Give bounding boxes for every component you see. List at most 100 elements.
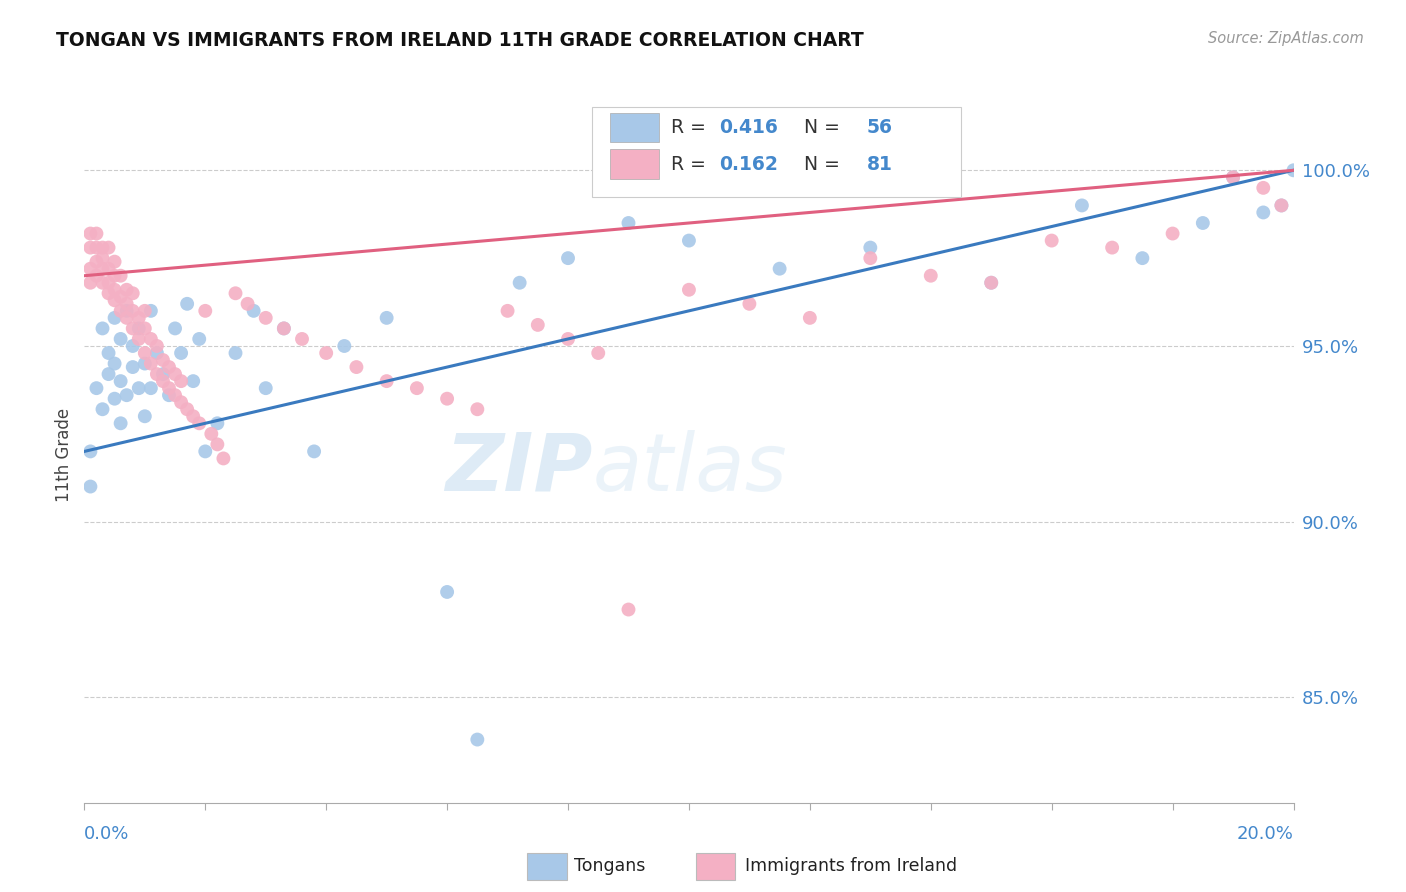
Point	[165, 388, 187, 402]
Point	[799, 310, 821, 325]
Point	[302, 444, 325, 458]
Point	[91, 321, 114, 335]
Point	[115, 310, 138, 325]
Point	[121, 360, 143, 375]
Point	[1161, 227, 1184, 241]
Point	[157, 360, 180, 375]
Point	[769, 261, 792, 276]
Point	[104, 392, 127, 406]
Point	[91, 402, 114, 417]
Point	[97, 241, 120, 255]
Point	[200, 426, 222, 441]
Text: Source: ZipAtlas.com: Source: ZipAtlas.com	[1208, 31, 1364, 46]
Point	[165, 321, 187, 335]
Point	[152, 367, 174, 381]
Point	[1130, 251, 1153, 265]
Point	[139, 357, 162, 371]
Point	[225, 286, 247, 301]
Point	[139, 381, 162, 395]
Text: 0.0%: 0.0%	[84, 825, 129, 843]
Point	[375, 310, 398, 325]
Point	[176, 297, 198, 311]
Point	[436, 585, 458, 599]
Point	[134, 409, 156, 424]
Point	[194, 303, 217, 318]
Point	[110, 303, 132, 318]
Point	[139, 332, 162, 346]
Text: R =: R =	[671, 118, 711, 136]
Point	[738, 297, 761, 311]
Point	[315, 346, 337, 360]
Point	[146, 339, 169, 353]
Point	[1192, 216, 1215, 230]
Point	[557, 251, 579, 265]
Point	[104, 283, 127, 297]
Point	[104, 293, 127, 308]
Point	[207, 437, 229, 451]
Text: Immigrants from Ireland: Immigrants from Ireland	[745, 857, 957, 875]
Point	[79, 227, 101, 241]
Point	[146, 346, 169, 360]
Point	[121, 286, 143, 301]
Point	[920, 268, 942, 283]
Text: 81: 81	[866, 154, 893, 174]
Point	[194, 444, 217, 458]
Point	[225, 346, 247, 360]
Point	[128, 332, 150, 346]
Point	[436, 392, 458, 406]
Y-axis label: 11th Grade: 11th Grade	[55, 408, 73, 502]
Point	[91, 276, 114, 290]
Point	[467, 402, 489, 417]
Point	[91, 241, 114, 255]
Text: N =: N =	[792, 154, 845, 174]
Text: 0.162: 0.162	[720, 154, 778, 174]
Point	[79, 241, 101, 255]
Point	[110, 268, 132, 283]
Point	[104, 268, 127, 283]
Point	[115, 297, 138, 311]
Point	[104, 357, 127, 371]
Point	[1270, 198, 1292, 212]
Point	[157, 381, 180, 395]
FancyBboxPatch shape	[610, 112, 659, 142]
Point	[115, 388, 138, 402]
Point	[121, 303, 143, 318]
Point	[617, 602, 640, 616]
Point	[97, 367, 120, 381]
Point	[467, 732, 489, 747]
Point	[406, 381, 429, 395]
Point	[97, 346, 120, 360]
Point	[146, 367, 169, 381]
Point	[86, 227, 108, 241]
Point	[139, 303, 162, 318]
Point	[496, 303, 519, 318]
Point	[91, 251, 114, 265]
Point	[678, 283, 700, 297]
Point	[1101, 241, 1123, 255]
Text: ZIP: ZIP	[444, 430, 592, 508]
Point	[104, 254, 127, 268]
Point	[97, 261, 120, 276]
Text: TONGAN VS IMMIGRANTS FROM IRELAND 11TH GRADE CORRELATION CHART: TONGAN VS IMMIGRANTS FROM IRELAND 11TH G…	[56, 31, 865, 50]
Point	[86, 254, 108, 268]
Point	[176, 402, 198, 417]
Point	[86, 241, 108, 255]
Point	[254, 381, 277, 395]
Point	[128, 321, 150, 335]
Point	[617, 216, 640, 230]
Point	[527, 318, 550, 332]
Point	[980, 276, 1002, 290]
Point	[170, 395, 193, 409]
Point	[1222, 170, 1244, 185]
Point	[181, 374, 204, 388]
Text: atlas: atlas	[592, 430, 787, 508]
Point	[1270, 198, 1292, 212]
Point	[859, 251, 882, 265]
Point	[242, 303, 264, 318]
Point	[115, 283, 138, 297]
Point	[212, 451, 235, 466]
Point	[1253, 205, 1275, 219]
Point	[134, 357, 156, 371]
Point	[128, 381, 150, 395]
Point	[291, 332, 314, 346]
